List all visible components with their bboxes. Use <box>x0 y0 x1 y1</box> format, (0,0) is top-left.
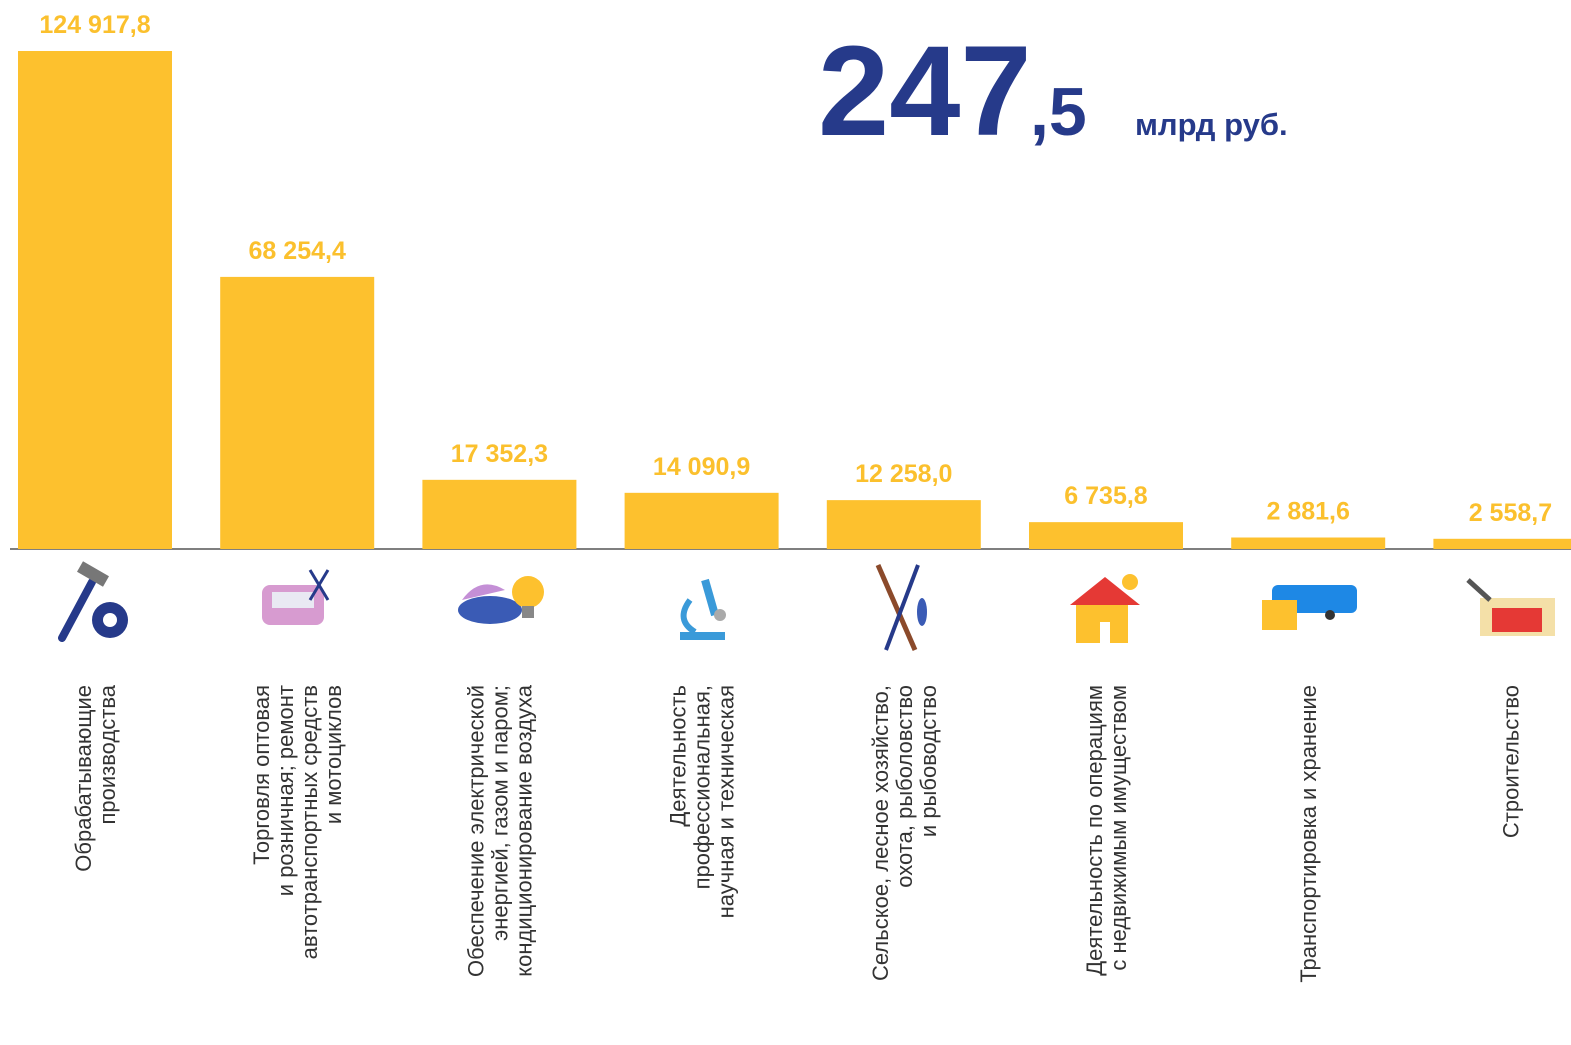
bar <box>826 500 981 549</box>
bar <box>220 276 375 549</box>
value-label: 2 558,7 <box>1469 499 1552 527</box>
icon-trade <box>262 569 330 625</box>
category-label: Обрабатывающиепроизводства <box>71 684 120 871</box>
value-label: 12 258,0 <box>855 460 952 488</box>
icon-realestate <box>1070 574 1140 643</box>
value-label: 68 254,4 <box>249 237 346 265</box>
value-label: 17 352,3 <box>451 440 548 468</box>
headline-integer: 247 <box>818 20 1032 163</box>
category-label: Торговля оптоваяи розничная; ремонтавтот… <box>249 685 346 959</box>
icons <box>58 561 1555 651</box>
headline-unit: млрд руб. <box>1135 107 1288 142</box>
icon-construction <box>1466 578 1555 636</box>
category-label: Сельское, лесное хозяйство,охота, рыболо… <box>868 685 941 981</box>
icon-energy <box>458 576 544 624</box>
icon-transport <box>1262 585 1357 630</box>
bar <box>1433 538 1571 549</box>
category-label: Транспортировка и хранение <box>1296 685 1321 983</box>
bar <box>1231 537 1386 549</box>
value-label: 124 917,8 <box>39 11 150 39</box>
value-label: 2 881,6 <box>1266 498 1349 526</box>
bar <box>422 479 577 549</box>
value-label: 14 090,9 <box>653 453 750 481</box>
bar <box>1029 522 1183 549</box>
category-label: Деятельность по операциямс недвижимым им… <box>1082 685 1131 976</box>
category-label: Строительство <box>1498 685 1523 838</box>
bar <box>624 492 779 549</box>
category-label: Обеспечение электрическойэнергией, газом… <box>463 684 536 977</box>
category-label: Деятельностьпрофессиональная,научная и т… <box>666 685 739 918</box>
bar <box>18 51 172 549</box>
icon-industry <box>58 561 128 642</box>
headline-fraction: ,5 <box>1030 74 1087 150</box>
value-label: 6 735,8 <box>1064 482 1148 510</box>
icon-agriculture <box>875 564 927 651</box>
icon-science <box>680 578 726 640</box>
